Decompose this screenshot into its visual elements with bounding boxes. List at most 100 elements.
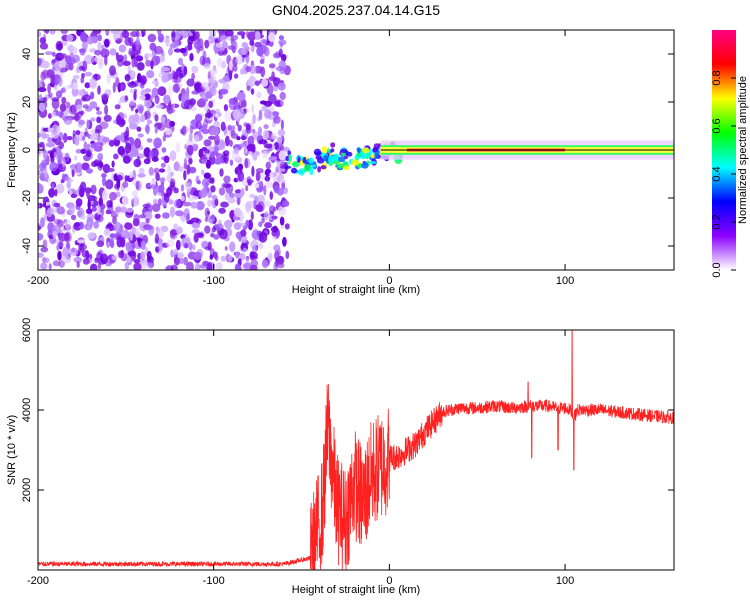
noise-speckle bbox=[38, 31, 42, 38]
noise-speckle bbox=[179, 47, 187, 54]
noise-speckle bbox=[40, 71, 46, 81]
noise-speckle bbox=[157, 243, 164, 251]
noise-speckle bbox=[215, 42, 223, 48]
noise-speckle bbox=[195, 201, 205, 211]
noise-speckle bbox=[175, 210, 184, 217]
snr-line bbox=[38, 330, 674, 570]
noise-speckle bbox=[40, 217, 45, 228]
noise-speckle bbox=[207, 241, 212, 251]
noise-speckle bbox=[281, 200, 290, 208]
noise-speckle bbox=[186, 261, 194, 270]
noise-speckle bbox=[193, 82, 201, 91]
noise-speckle bbox=[161, 147, 167, 153]
noise-speckle bbox=[220, 255, 227, 262]
noise-speckle bbox=[75, 198, 83, 207]
noise-speckle bbox=[211, 126, 219, 136]
noise-speckle bbox=[132, 196, 140, 207]
noise-speckle bbox=[145, 53, 154, 58]
noise-speckle bbox=[247, 135, 255, 146]
noise-speckle bbox=[280, 119, 284, 130]
noise-speckle bbox=[114, 204, 123, 215]
snr-ylabel: SNR (10 * v/v) bbox=[6, 415, 18, 485]
noise-speckle bbox=[78, 65, 86, 71]
noise-speckle bbox=[173, 48, 182, 53]
noise-speckle bbox=[113, 153, 119, 160]
noise-speckle bbox=[263, 185, 267, 196]
noise-speckle bbox=[268, 32, 276, 43]
noise-speckle bbox=[53, 202, 61, 208]
transition-blob bbox=[369, 161, 377, 165]
noise-speckle bbox=[68, 44, 74, 53]
noise-speckle bbox=[97, 34, 102, 42]
colorbar-tick-label: 0.0 bbox=[711, 262, 723, 277]
noise-speckle bbox=[273, 141, 280, 150]
noise-speckle bbox=[175, 239, 181, 251]
transition-blob bbox=[330, 142, 336, 148]
noise-speckle bbox=[255, 171, 261, 182]
noise-speckle bbox=[41, 60, 50, 69]
noise-speckle bbox=[256, 201, 265, 213]
transition-blob bbox=[361, 162, 369, 169]
noise-speckle bbox=[53, 84, 58, 91]
noise-speckle bbox=[59, 103, 67, 112]
noise-speckle bbox=[47, 137, 53, 143]
noise-speckle bbox=[60, 53, 67, 59]
noise-speckle bbox=[175, 30, 184, 39]
noise-speckle bbox=[116, 114, 122, 125]
noise-speckle bbox=[47, 113, 52, 119]
noise-speckle bbox=[169, 150, 177, 161]
noise-speckle bbox=[74, 162, 83, 173]
noise-speckle bbox=[38, 202, 41, 209]
noise-speckle bbox=[270, 226, 279, 233]
noise-speckle bbox=[261, 39, 268, 49]
noise-speckle bbox=[99, 121, 109, 130]
noise-speckle bbox=[117, 59, 124, 67]
noise-speckle bbox=[191, 167, 196, 172]
noise-speckle bbox=[135, 30, 140, 38]
noise-speckle bbox=[39, 37, 46, 44]
noise-speckle bbox=[256, 46, 264, 57]
noise-speckle bbox=[191, 143, 199, 151]
noise-speckle bbox=[251, 165, 255, 177]
noise-speckle bbox=[148, 167, 154, 176]
noise-speckle bbox=[129, 230, 134, 241]
noise-speckle bbox=[125, 207, 134, 213]
noise-speckle bbox=[178, 165, 184, 172]
noise-speckle bbox=[60, 179, 64, 184]
noise-speckle bbox=[38, 233, 44, 241]
transition-blob bbox=[286, 161, 291, 165]
transition-blob bbox=[288, 154, 293, 162]
noise-speckle bbox=[220, 121, 226, 132]
noise-speckle bbox=[97, 41, 102, 51]
noise-speckle bbox=[124, 222, 133, 230]
noise-speckle bbox=[229, 139, 233, 147]
noise-speckle bbox=[228, 60, 233, 71]
noise-speckle bbox=[217, 30, 225, 35]
snr-frame bbox=[37, 329, 675, 571]
noise-speckle bbox=[201, 178, 210, 188]
noise-speckle bbox=[151, 203, 161, 212]
x-tick-label: -100 bbox=[203, 275, 225, 287]
noise-speckle bbox=[254, 183, 260, 188]
noise-speckle bbox=[44, 51, 53, 56]
noise-speckle bbox=[208, 135, 216, 140]
noise-speckle bbox=[168, 199, 174, 205]
noise-speckle bbox=[224, 111, 232, 122]
noise-speckle bbox=[86, 168, 93, 174]
noise-speckle bbox=[60, 30, 69, 35]
noise-speckle bbox=[218, 207, 226, 214]
noise-speckle bbox=[122, 155, 131, 164]
transition-blob bbox=[284, 165, 292, 169]
noise-speckle bbox=[157, 86, 167, 97]
noise-speckle bbox=[273, 244, 281, 252]
noise-speckle bbox=[263, 200, 271, 207]
noise-speckle bbox=[67, 57, 76, 65]
transition-blob bbox=[342, 165, 350, 170]
noise-speckle bbox=[220, 35, 227, 42]
noise-speckle bbox=[258, 242, 264, 250]
noise-speckle bbox=[84, 82, 91, 89]
noise-speckle bbox=[157, 198, 162, 207]
noise-speckle bbox=[173, 257, 181, 266]
noise-speckle bbox=[76, 104, 83, 112]
noise-speckle bbox=[248, 76, 257, 87]
